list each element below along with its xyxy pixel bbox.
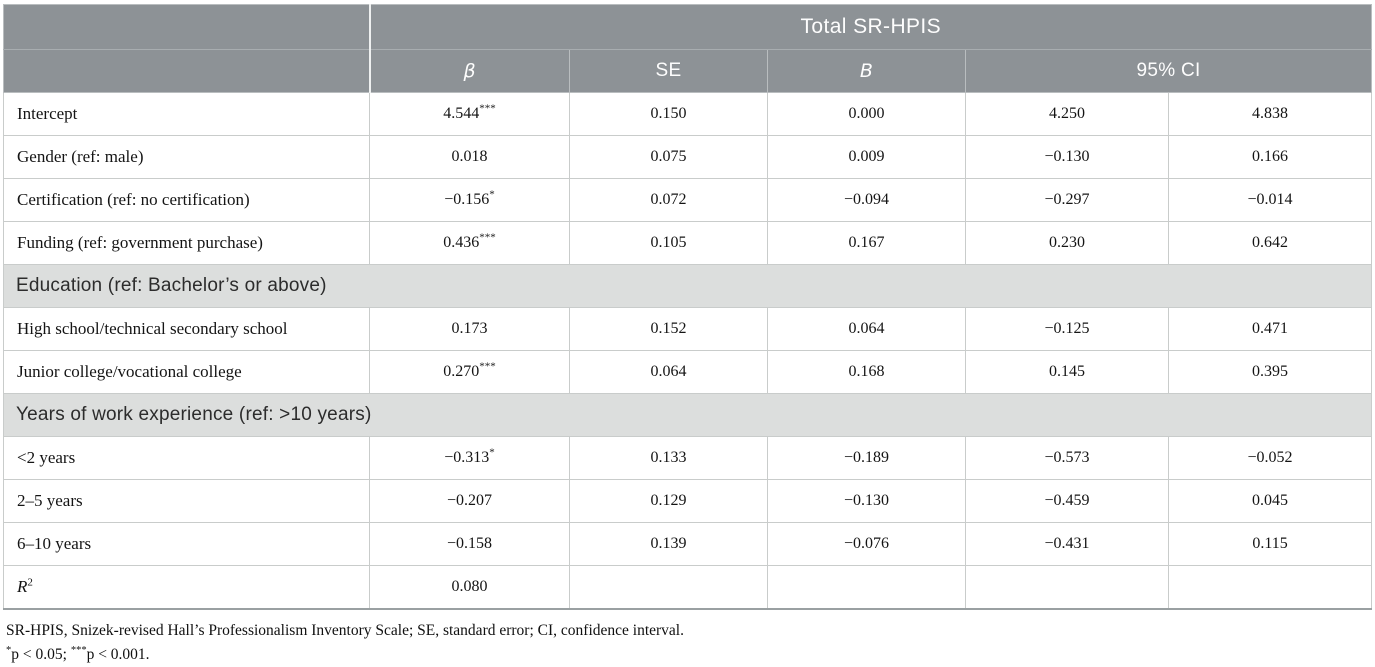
- cell-ci-low: −0.459: [965, 479, 1169, 523]
- cell-se: 0.129: [569, 479, 768, 523]
- cell-ci-high: 0.166: [1167, 135, 1373, 179]
- cell-ci-high: 0.045: [1167, 479, 1373, 523]
- cell-beta: −0.207: [369, 479, 570, 523]
- table-row-r-squared: R2 0.080: [3, 565, 1373, 609]
- cell-b: 0.167: [767, 221, 966, 265]
- cell-se: [569, 565, 768, 609]
- cell-beta: −0.158: [369, 522, 570, 566]
- table-row-certification: Certification (ref: no certification) −0…: [3, 178, 1373, 222]
- section-label: Years of work experience (ref: >10 years…: [2, 393, 1373, 437]
- cell-ci-high: 0.471: [1167, 307, 1373, 351]
- cell-ci-high: 0.115: [1167, 522, 1373, 566]
- cell-se: 0.133: [569, 436, 768, 480]
- cell-beta: 0.080: [369, 565, 570, 609]
- col-header-se: SE: [569, 49, 768, 93]
- col-header-ci: 95% CI: [964, 49, 1373, 93]
- table-row-6-10-years: 6–10 years −0.158 0.139 −0.076 −0.431 0.…: [3, 522, 1373, 566]
- cell-b: 0.000: [767, 92, 966, 136]
- cell-se: 0.150: [569, 92, 768, 136]
- cell-b: −0.094: [767, 178, 966, 222]
- cell-beta: 0.173: [369, 307, 570, 351]
- cell-b: [767, 565, 966, 609]
- header-corner-cell: [3, 4, 371, 50]
- section-row-experience: Years of work experience (ref: >10 years…: [2, 393, 1373, 437]
- cell-ci-high: −0.052: [1167, 436, 1373, 480]
- col-header-b: B: [767, 49, 966, 93]
- row-label: <2 years: [3, 436, 370, 480]
- table-row-2-5-years: 2–5 years −0.207 0.129 −0.130 −0.459 0.0…: [3, 479, 1373, 523]
- table-row-funding: Funding (ref: government purchase) 0.436…: [3, 221, 1373, 265]
- row-label: 2–5 years: [3, 479, 370, 523]
- section-label: Education (ref: Bachelor’s or above): [2, 264, 1373, 308]
- cell-ci-low: −0.130: [965, 135, 1169, 179]
- cell-b: 0.064: [767, 307, 966, 351]
- row-label: Junior college/vocational college: [3, 350, 370, 394]
- header-title-row: Total SR-HPIS: [3, 4, 1373, 50]
- row-label-r-squared: R2: [3, 565, 370, 609]
- header-columns-row: β SE B 95% CI: [3, 49, 1373, 93]
- cell-ci-low: −0.297: [965, 178, 1169, 222]
- cell-beta: 4.544***: [369, 92, 570, 136]
- cell-beta: 0.018: [369, 135, 570, 179]
- cell-b: −0.189: [767, 436, 966, 480]
- footnote-abbreviations: SR-HPIS, Snizek-revised Hall’s Professio…: [6, 621, 684, 639]
- row-label: High school/technical secondary school: [3, 307, 370, 351]
- cell-beta: −0.156*: [369, 178, 570, 222]
- row-label: Funding (ref: government purchase): [3, 221, 370, 265]
- cell-ci-low: 4.250: [965, 92, 1169, 136]
- cell-se: 0.139: [569, 522, 768, 566]
- cell-b: −0.130: [767, 479, 966, 523]
- section-row-education: Education (ref: Bachelor’s or above): [2, 264, 1373, 308]
- regression-table: Total SR-HPIS β SE B 95% CI Intercept 4.…: [2, 4, 1373, 610]
- table-row-intercept: Intercept 4.544*** 0.150 0.000 4.250 4.8…: [3, 92, 1373, 136]
- cell-ci-high: 4.838: [1167, 92, 1373, 136]
- table-row-junior-college: Junior college/vocational college 0.270*…: [3, 350, 1373, 394]
- cell-se: 0.072: [569, 178, 768, 222]
- cell-ci-high: 0.395: [1167, 350, 1373, 394]
- table-row-gender: Gender (ref: male) 0.018 0.075 0.009 −0.…: [3, 135, 1373, 179]
- cell-ci-high: −0.014: [1167, 178, 1373, 222]
- footnotes: SR-HPIS, Snizek-revised Hall’s Professio…: [6, 619, 1371, 667]
- cell-ci-low: [965, 565, 1169, 609]
- cell-ci-high: [1167, 565, 1373, 609]
- cell-b: −0.076: [767, 522, 966, 566]
- cell-b: 0.168: [767, 350, 966, 394]
- col-header-beta: β: [369, 49, 570, 93]
- table-row-high-school: High school/technical secondary school 0…: [3, 307, 1373, 351]
- significance-marker: ***: [479, 102, 496, 115]
- header-corner-cell-2: [3, 49, 371, 93]
- cell-ci-low: −0.125: [965, 307, 1169, 351]
- cell-ci-low: 0.230: [965, 221, 1169, 265]
- footnote-significance: *p < 0.05; ***p < 0.001.: [6, 644, 150, 663]
- cell-ci-low: −0.431: [965, 522, 1169, 566]
- table-row-lt2-years: <2 years −0.313* 0.133 −0.189 −0.573 −0.…: [3, 436, 1373, 480]
- cell-ci-low: −0.573: [965, 436, 1169, 480]
- cell-se: 0.064: [569, 350, 768, 394]
- row-label: Certification (ref: no certification): [3, 178, 370, 222]
- cell-ci-low: 0.145: [965, 350, 1169, 394]
- table-title: Total SR-HPIS: [368, 4, 1373, 50]
- row-label: Intercept: [3, 92, 370, 136]
- cell-beta: 0.436***: [369, 221, 570, 265]
- cell-b: 0.009: [767, 135, 966, 179]
- cell-se: 0.152: [569, 307, 768, 351]
- row-label: Gender (ref: male): [3, 135, 370, 179]
- row-label: 6–10 years: [3, 522, 370, 566]
- cell-se: 0.105: [569, 221, 768, 265]
- cell-beta: −0.313*: [369, 436, 570, 480]
- cell-beta: 0.270***: [369, 350, 570, 394]
- cell-se: 0.075: [569, 135, 768, 179]
- cell-ci-high: 0.642: [1167, 221, 1373, 265]
